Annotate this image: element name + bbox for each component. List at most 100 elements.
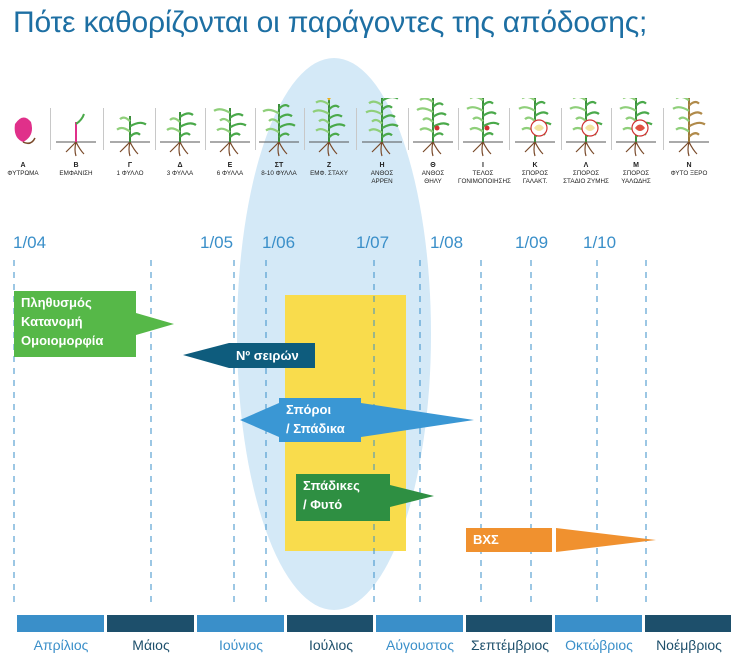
grains-arrow-right bbox=[361, 403, 474, 437]
fertilization-plant-icon bbox=[458, 98, 508, 160]
stage-divider bbox=[255, 108, 256, 150]
factor-line: Nº σειρών bbox=[236, 348, 299, 363]
stage-code: Ε bbox=[227, 162, 233, 169]
stage-divider bbox=[458, 108, 459, 150]
ears-factor-box: Σπάδικες / Φυτό bbox=[296, 474, 390, 521]
growth-stage-2: B ΕΜΦΑΝΙΣΗ bbox=[51, 98, 101, 178]
stage-code: Κ bbox=[532, 162, 538, 169]
month-label: Νοέμβριος bbox=[656, 637, 722, 653]
stage-code: Ν bbox=[686, 162, 692, 169]
month-bar bbox=[17, 615, 731, 632]
date-label: 1/10 bbox=[583, 233, 617, 252]
factor-line: Ομοιομορφία bbox=[21, 333, 104, 348]
weight-factor-box: ΒΧΣ bbox=[466, 528, 552, 552]
stage-label: ΑΝΘΟΣ ΘΗΛΥ bbox=[421, 170, 445, 185]
milk-grain-plant-icon bbox=[510, 98, 560, 160]
stage-divider bbox=[304, 108, 305, 150]
factor-line: Σπάδικες bbox=[303, 478, 360, 493]
growth-stage-8: Η ΑΝΘΟΣ ΑΡΡΕΝ bbox=[357, 98, 407, 186]
month-label: Οκτώβριος bbox=[565, 637, 633, 653]
stage-label: ΣΠΟΡΟΣ ΥΑΛΩΔΗΣ bbox=[621, 170, 651, 185]
month-label: Αύγουστος bbox=[386, 637, 454, 653]
stage-divider bbox=[103, 108, 104, 150]
date-label: 1/05 bbox=[200, 233, 234, 252]
factor-line: Πληθυσμός bbox=[21, 295, 92, 310]
stage-code: Γ bbox=[127, 162, 133, 169]
factor-line: / Φυτό bbox=[303, 497, 343, 512]
factor-line: ΒΧΣ bbox=[473, 532, 499, 547]
stage-divider bbox=[356, 108, 357, 150]
stage-code: Ι bbox=[482, 162, 484, 169]
stage-code: Λ bbox=[583, 162, 589, 169]
date-label: 1/08 bbox=[430, 233, 464, 252]
stage-label: ΦΥΤΡΩΜΑ bbox=[7, 170, 39, 177]
stage-label: 8-10 ΦΥΛΛΑ bbox=[261, 170, 297, 177]
dough-grain-plant-icon bbox=[561, 98, 611, 160]
stage-divider bbox=[50, 108, 51, 150]
male-flower-plant-icon bbox=[357, 98, 407, 160]
month-label: Σεπτέμβριος bbox=[470, 637, 550, 653]
date-label: 1/07 bbox=[356, 233, 390, 252]
stage-label: 1 ΦΥΛΛΟ bbox=[116, 170, 144, 177]
population-arrow-head bbox=[136, 313, 174, 335]
growth-stage-14: Ν ΦΥΤΟ ΞΕΡΟ bbox=[664, 98, 714, 178]
growth-stage-13: Μ ΣΠΟΡΟΣ ΥΑΛΩΔΗΣ bbox=[611, 98, 661, 186]
month-label: Ιούνιος bbox=[219, 637, 263, 653]
weight-arrow-head bbox=[556, 528, 656, 552]
factor-line: Σπόροι bbox=[286, 402, 332, 417]
rows-arrow-head bbox=[183, 343, 229, 368]
stage-code: ΣΤ bbox=[274, 162, 284, 169]
grains-factor-box: Σπόροι / Σπάδικα bbox=[279, 398, 361, 442]
stage-label: 6 ΦΥΛΛΑ bbox=[216, 170, 244, 177]
growth-stage-6: ΣΤ 8-10 ΦΥΛΛΑ bbox=[254, 98, 304, 178]
stage-divider bbox=[408, 108, 409, 150]
page-title: Πότε καθορίζονται οι παράγοντες της απόδ… bbox=[13, 6, 648, 39]
date-label: 1/04 bbox=[13, 233, 47, 252]
one-leaf-plant-icon bbox=[105, 98, 155, 160]
month-label: Μάιος bbox=[132, 637, 170, 653]
month-label: Ιούλιος bbox=[309, 637, 353, 653]
stage-label: ΤΕΛΟΣ ΓΟΝΙΜΟΠΟΙΗΣΗΣ bbox=[458, 170, 511, 185]
stage-code: Μ bbox=[633, 162, 639, 169]
stage-code: B bbox=[73, 162, 79, 169]
stage-label: 3 ΦΥΛΛΑ bbox=[166, 170, 194, 177]
emergence-icon bbox=[51, 98, 101, 160]
stage-label: ΕΜΦΑΝΙΣΗ bbox=[59, 170, 93, 177]
stage-label: ΑΝΘΟΣ ΑΡΡΕΝ bbox=[370, 170, 394, 185]
stage-label: ΣΠΟΡΟΣ ΓΑΛΑΚΤ. bbox=[521, 170, 549, 185]
six-leaf-plant-icon bbox=[205, 98, 255, 160]
growth-stage-11: Κ ΣΠΟΡΟΣ ΓΑΛΑΚΤ. bbox=[510, 98, 560, 186]
date-label: 1/09 bbox=[515, 233, 549, 252]
month-label: Απρίλιος bbox=[33, 637, 89, 653]
growth-stage-10: Ι ΤΕΛΟΣ ΓΟΝΙΜΟΠΟΙΗΣΗΣ bbox=[458, 98, 511, 186]
vitreous-grain-plant-icon bbox=[611, 98, 661, 160]
seed-sprout-icon bbox=[0, 98, 48, 160]
growth-stage-7: Ζ ΕΜΦ. ΣΤΑΧΥ bbox=[304, 98, 354, 178]
growth-stage-1: A ΦΥΤΡΩΜΑ bbox=[0, 98, 48, 178]
stage-divider bbox=[205, 108, 206, 150]
growth-stage-12: Λ ΣΠΟΡΟΣ ΣΤΑΔΙΟ ΖΥΜΗΣ bbox=[561, 98, 611, 186]
stage-code: Δ bbox=[177, 162, 183, 169]
rows-factor-box: Nº σειρών bbox=[229, 343, 315, 368]
stage-code: Θ bbox=[430, 162, 436, 169]
stage-divider bbox=[611, 108, 612, 150]
stage-label: ΕΜΦ. ΣΤΑΧΥ bbox=[310, 170, 348, 177]
stage-divider bbox=[561, 108, 562, 150]
tassel-emergence-icon bbox=[304, 98, 354, 160]
date-label: 1/06 bbox=[262, 233, 296, 252]
ears-arrow-head bbox=[390, 485, 434, 507]
stage-code: Η bbox=[379, 162, 385, 169]
three-leaf-plant-icon bbox=[155, 98, 205, 160]
factor-line: / Σπάδικα bbox=[286, 421, 345, 436]
ten-leaf-plant-icon bbox=[254, 98, 304, 160]
stage-code: A bbox=[20, 162, 26, 169]
grains-arrow-left bbox=[240, 403, 279, 437]
population-factor-box: Πληθυσμός Κατανομή Ομοιομορφία bbox=[14, 291, 136, 357]
stage-code: Ζ bbox=[326, 162, 332, 169]
dry-plant-icon bbox=[664, 98, 714, 160]
stage-divider bbox=[509, 108, 510, 150]
female-flower-plant-icon bbox=[408, 98, 458, 160]
